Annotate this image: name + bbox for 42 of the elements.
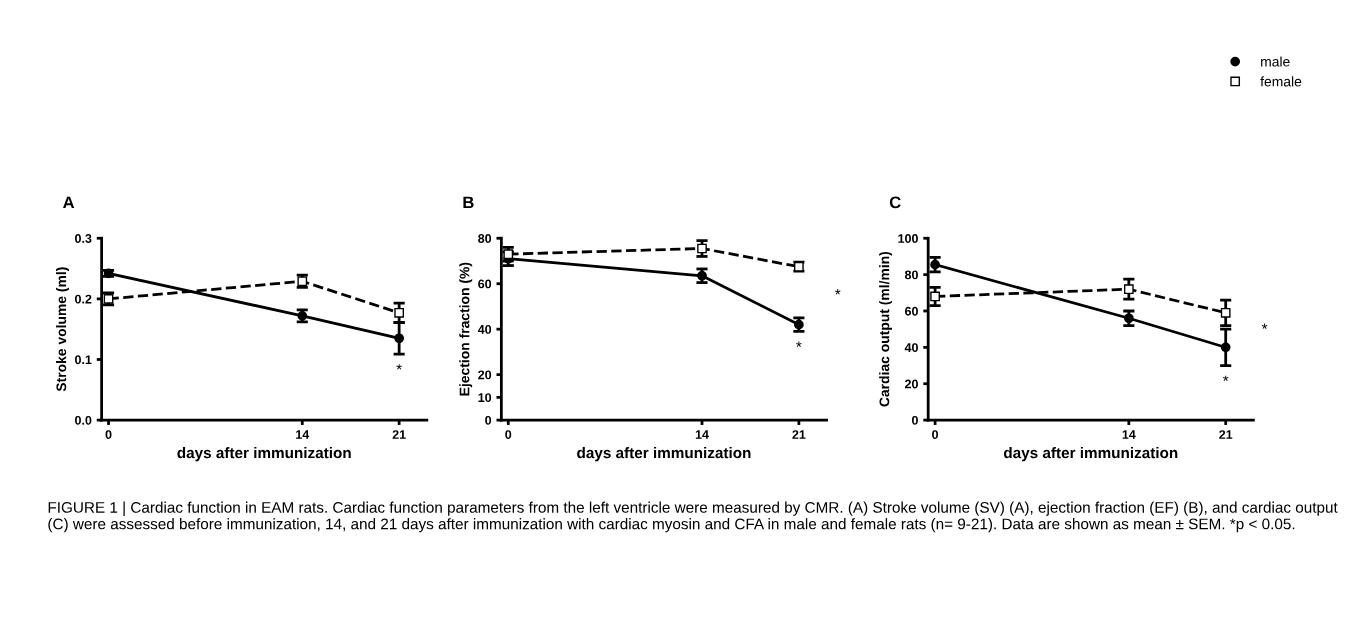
text: * bbox=[835, 289, 841, 295]
y-tick-label: 0 bbox=[912, 415, 918, 425]
x-axis-title: days after immunization bbox=[1003, 447, 1178, 462]
x-axis-title: days after immunization bbox=[577, 447, 751, 462]
x-tick-label: 14 bbox=[695, 430, 709, 439]
y-tick-label: 40 bbox=[904, 343, 918, 353]
y-tick-label: 0.3 bbox=[75, 234, 92, 243]
x-tick-label: 14 bbox=[296, 430, 310, 439]
annotation: * bbox=[1222, 375, 1229, 382]
y-tick-label: 60 bbox=[905, 306, 918, 316]
text: * bbox=[1261, 323, 1268, 329]
annotation: * bbox=[796, 341, 802, 347]
y-axis-title: Stroke volume (ml) bbox=[56, 267, 69, 392]
legend-label: male bbox=[1261, 56, 1290, 67]
y-tick-label: 0.1 bbox=[75, 355, 92, 365]
legend-label: female bbox=[1260, 76, 1302, 87]
x-tick-label: 21 bbox=[792, 430, 806, 439]
y-tick-label: 10 bbox=[478, 393, 492, 403]
y-tick-label: 60 bbox=[478, 279, 492, 289]
y-tick-label: 20 bbox=[904, 379, 918, 389]
chart-title: A bbox=[63, 196, 75, 209]
chart-title: C bbox=[889, 196, 901, 209]
x-tick-label: 21 bbox=[1219, 430, 1233, 439]
annotation: * bbox=[396, 364, 402, 370]
y-tick-label: 20 bbox=[478, 370, 492, 380]
chart-title: B bbox=[463, 196, 474, 209]
x-tick-label: 0 bbox=[505, 430, 512, 439]
caption: FIGURE 1 | Cardiac function in EAM rats. Cardiac function parameters from the left ventricle were measured by CMR. (A) Stroke volume (SV) (A), ejection fraction (EF) (B), and cardiac output (C) were assessed before immunization, 14, and 21 days after immunization with cardiac myosin and CFA in male and female rats (n= 9-21). Data are shown as mean ± SEM. *p < 0.05. bbox=[48, 501, 1338, 533]
y-tick-label: 80 bbox=[478, 234, 492, 243]
x-tick-label: 0 bbox=[105, 430, 112, 439]
y-tick-label: 80 bbox=[904, 270, 918, 280]
y-axis-title: Cardiac output (ml/min) bbox=[879, 251, 893, 407]
x-tick-label: 0 bbox=[932, 430, 939, 439]
y-tick-label: 0.0 bbox=[75, 415, 92, 425]
y-axis-title: Ejection fraction (%) bbox=[459, 262, 473, 396]
y-tick-label: 0 bbox=[485, 415, 492, 425]
y-tick-label: 100 bbox=[898, 234, 918, 243]
x-axis-title: days after immunization bbox=[177, 447, 351, 462]
x-tick-label: 14 bbox=[1122, 430, 1136, 439]
y-tick-label: 40 bbox=[477, 324, 492, 334]
y-tick-label: 0.2 bbox=[75, 294, 92, 304]
x-tick-label: 21 bbox=[392, 430, 406, 439]
